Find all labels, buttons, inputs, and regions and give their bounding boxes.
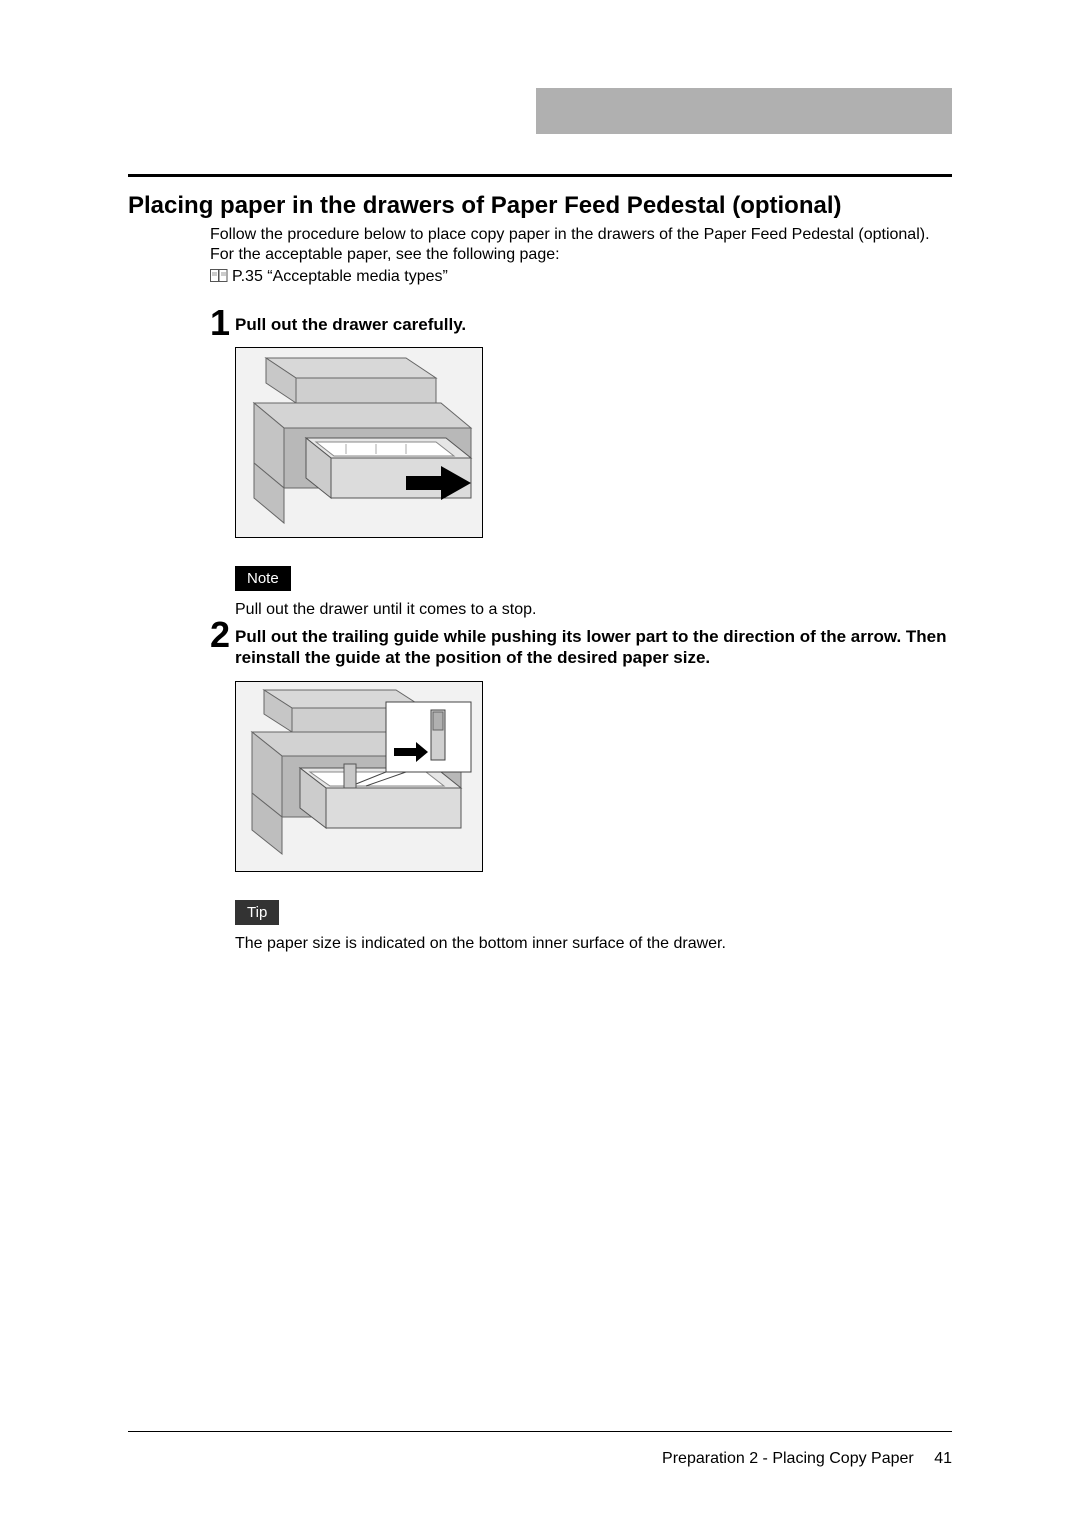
page-number: 41 [934,1450,952,1467]
step-1-illustration-wrap [235,347,952,538]
note-text: Pull out the drawer until it comes to a … [235,601,952,619]
page: Placing paper in the drawers of Paper Fe… [0,0,1080,1528]
step-1: 1 Pull out the drawer carefully. [235,314,952,619]
cross-reference-text: P.35 “Acceptable media types” [232,268,448,285]
step-1-title: Pull out the drawer carefully. [235,314,952,335]
step-2-illustration-wrap [235,681,952,872]
trailing-guide-illustration [235,681,483,872]
step-number-2: 2 [200,614,230,656]
intro-line-2: For the acceptable paper, see the follow… [210,245,952,265]
cross-reference: P.35 “Acceptable media types” [210,267,952,289]
drawer-pull-illustration [235,347,483,538]
section-title: Placing paper in the drawers of Paper Fe… [128,192,952,220]
tip-text: The paper size is indicated on the botto… [235,935,952,953]
chapter-tab [536,88,952,134]
intro-paragraph: Follow the procedure below to place copy… [210,225,952,289]
page-footer: Preparation 2 - Placing Copy Paper 41 [662,1450,952,1468]
note-label: Note [235,566,291,591]
top-rule [128,174,952,177]
bottom-rule [128,1431,952,1432]
book-ref-icon [210,269,228,289]
footer-text: Preparation 2 - Placing Copy Paper [662,1450,914,1467]
intro-line-1: Follow the procedure below to place copy… [210,225,952,245]
tip-label: Tip [235,900,279,925]
step-2-title: Pull out the trailing guide while pushin… [235,626,952,669]
step-2: 2 Pull out the trailing guide while push… [235,626,952,953]
step-number-1: 1 [200,302,230,344]
